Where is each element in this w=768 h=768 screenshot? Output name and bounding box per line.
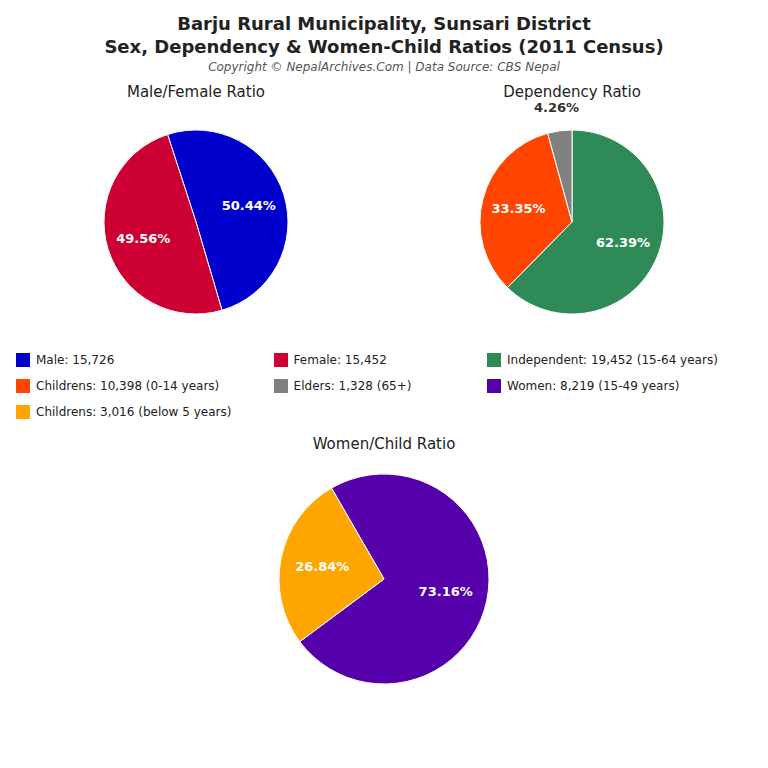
svg-text:49.56%: 49.56%	[116, 231, 170, 246]
html-text:Women/Child Ratio: Women/Child Ratio	[312, 435, 456, 453]
html-text:Male/Female Ratio: Male/Female Ratio	[126, 83, 265, 101]
svg-text:50.44%: 50.44%	[222, 198, 276, 213]
svg-text:26.84%: 26.84%	[295, 559, 349, 574]
html-text:Copyright © NepalArchives.Com: Copyright © NepalArchives.Com | Data Sou…	[208, 60, 560, 74]
svg-text:73.16%: 73.16%	[419, 584, 473, 599]
html-text:Women: 8,219 (15-49 years): Women: 8,219 (15-49 years)	[507, 379, 680, 393]
svg-text:62.39%: 62.39%	[596, 235, 650, 250]
html-text:Independent: 19,452 (15-64 yea: Independent: 19,452 (15-64 years)	[507, 353, 718, 367]
html-text:Sex, Dependency & Women-Child: Sex, Dependency & Women-Child Ratios (20…	[104, 36, 664, 57]
svg-text:4.26%: 4.26%	[534, 102, 579, 115]
html-text:Childrens: 3,016 (below 5 year: Childrens: 3,016 (below 5 years)	[36, 405, 232, 419]
html-text:Female: 15,452: Female: 15,452	[293, 353, 387, 367]
html-text:Elders: 1,328 (65+): Elders: 1,328 (65+)	[293, 379, 412, 393]
html-text:Dependency Ratio: Dependency Ratio	[503, 83, 641, 101]
html-text:Childrens: 10,398 (0-14 years): Childrens: 10,398 (0-14 years)	[36, 379, 220, 393]
svg-text:33.35%: 33.35%	[492, 201, 546, 216]
html-text:Male: 15,726: Male: 15,726	[36, 353, 115, 367]
html-text:Barju Rural Municipality, Suns: Barju Rural Municipality, Sunsari Distri…	[177, 13, 591, 34]
